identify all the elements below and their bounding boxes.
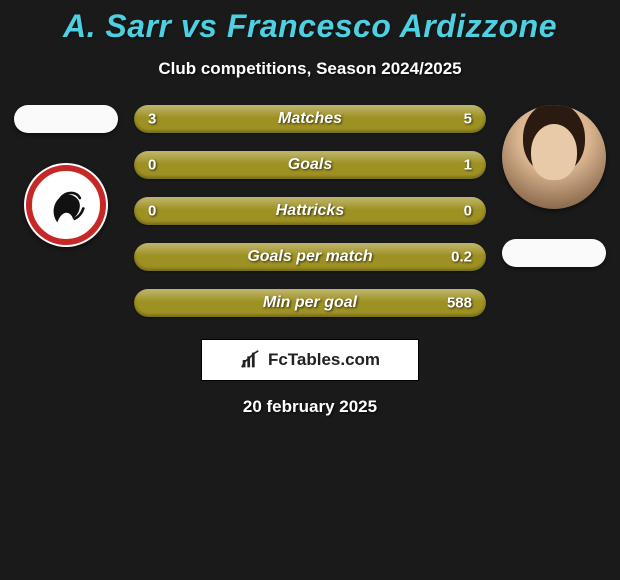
stat-right-value: 588: [447, 295, 472, 312]
stat-left-value: 3: [148, 111, 156, 128]
stat-label: Matches: [278, 110, 342, 128]
stat-row-min-per-goal: Min per goal 588: [134, 289, 486, 317]
bar-chart-icon: [240, 349, 262, 371]
stat-right-value: 0.2: [451, 249, 472, 266]
stats-bars: 3 Matches 5 0 Goals 1 0 Hattricks 0 Goal…: [126, 105, 494, 317]
attribution-text: FcTables.com: [268, 350, 380, 370]
stat-label: Min per goal: [263, 294, 357, 312]
stat-label: Hattricks: [276, 202, 344, 220]
attribution-badge: FcTables.com: [201, 339, 419, 381]
foggia-logo-icon: [40, 179, 92, 231]
player-right-column: [494, 105, 620, 267]
player-left-column: [0, 105, 126, 247]
player-right-avatar: [502, 105, 606, 209]
player-right-club-logo-blank: [502, 239, 606, 267]
subtitle: Club competitions, Season 2024/2025: [0, 59, 620, 79]
main-row: 3 Matches 5 0 Goals 1 0 Hattricks 0 Goal…: [0, 105, 620, 317]
date-text: 20 february 2025: [0, 397, 620, 417]
player-left-club-logo: [24, 163, 108, 247]
player-left-avatar-blank: [14, 105, 118, 133]
stat-row-goals-per-match: Goals per match 0.2: [134, 243, 486, 271]
stat-right-value: 5: [464, 111, 472, 128]
stat-right-value: 0: [464, 203, 472, 220]
stat-row-hattricks: 0 Hattricks 0: [134, 197, 486, 225]
page-title: A. Sarr vs Francesco Ardizzone: [0, 0, 620, 45]
stat-label: Goals per match: [247, 248, 372, 266]
stat-left-value: 0: [148, 157, 156, 174]
comparison-card: A. Sarr vs Francesco Ardizzone Club comp…: [0, 0, 620, 580]
stat-row-matches: 3 Matches 5: [134, 105, 486, 133]
stat-right-value: 1: [464, 157, 472, 174]
stat-left-value: 0: [148, 203, 156, 220]
stat-row-goals: 0 Goals 1: [134, 151, 486, 179]
stat-label: Goals: [288, 156, 332, 174]
